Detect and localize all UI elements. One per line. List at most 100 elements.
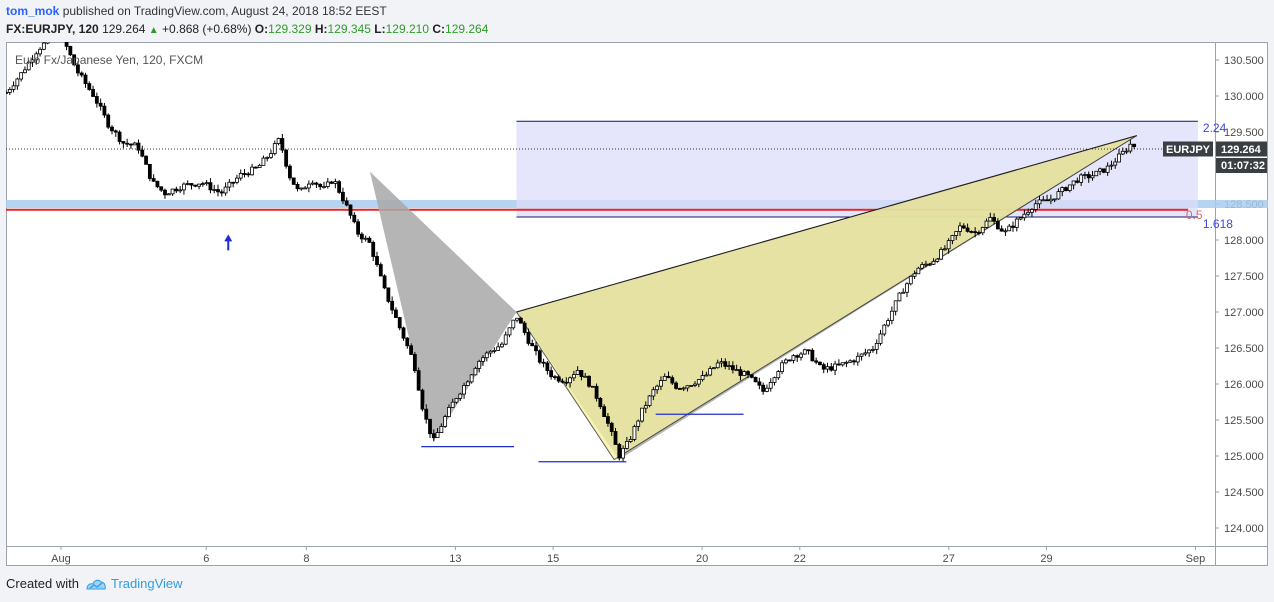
candle-body [378, 264, 383, 277]
created-with-text: Created with [6, 576, 79, 591]
candle-body [431, 433, 436, 439]
candle-body [821, 364, 826, 370]
candle-body [969, 231, 974, 233]
candle-body [696, 379, 701, 385]
candle-body [227, 181, 232, 188]
candle-body [189, 183, 194, 186]
candle-body [473, 367, 478, 376]
candle-body [291, 177, 296, 185]
candle-body [7, 89, 12, 93]
candle-body [624, 441, 629, 449]
candle-body [568, 377, 572, 384]
candle-body [522, 322, 527, 333]
candle-body [855, 355, 860, 363]
candle-body [144, 155, 148, 165]
countdown-tag [1216, 157, 1267, 173]
candle-body [1060, 187, 1065, 193]
candle-body [518, 317, 523, 324]
y-tick-label: 125.000 [1224, 451, 1264, 463]
candle-body [246, 173, 251, 176]
candle-body [515, 317, 519, 321]
candle-body [715, 362, 720, 369]
candle-body [795, 355, 800, 358]
candle-body [147, 163, 152, 179]
x-tick-label: 6 [203, 553, 209, 565]
chart-area[interactable]: 124.000 124.500 125.000 125.500 126.000 126.5… [4, 28, 1274, 566]
candle-body [954, 231, 959, 236]
candle-body [545, 362, 550, 371]
fib-label-top: 2.24 [1203, 121, 1227, 135]
candle-body [295, 183, 300, 190]
y-tick-label: 130.000 [1224, 91, 1264, 103]
candle-body [454, 398, 459, 403]
candle-body [541, 361, 546, 364]
candle-body [170, 188, 175, 195]
price-tag-text: 129.264 [1221, 144, 1262, 156]
candle-body [1026, 211, 1031, 215]
candle-body [1064, 187, 1068, 191]
ohlc-bar: FX:EURJPY, 120 129.264 ▲ +0.868 (+0.68%)… [6, 22, 488, 36]
candle-body [64, 35, 69, 47]
candle-body [450, 401, 455, 408]
candle-body [916, 267, 921, 275]
candle-body [106, 114, 111, 128]
candle-body [299, 187, 304, 190]
price-chart[interactable]: 124.000 124.500 125.000 125.500 126.000 126.5… [4, 28, 1274, 566]
candle-body [1083, 174, 1087, 176]
candles [4, 28, 1137, 462]
tradingview-link[interactable]: TradingView [85, 576, 183, 591]
candle-body [496, 346, 501, 351]
candle-body [121, 141, 126, 144]
pattern-triangle-gray [369, 171, 517, 442]
candle-body [344, 200, 349, 206]
candle-body [492, 349, 497, 352]
candle-body [583, 375, 588, 378]
candle-body [397, 317, 402, 329]
candle-body [1094, 170, 1099, 177]
candle-body [897, 292, 902, 302]
x-tick-label: 27 [943, 553, 955, 565]
candle-body [197, 183, 201, 187]
candle-body [68, 45, 73, 56]
candle-body [931, 260, 936, 265]
candle-body [674, 382, 678, 389]
candle-body [235, 177, 239, 183]
tradingview-brand: TradingView [110, 576, 183, 591]
candle-body [484, 352, 489, 359]
candle-body [651, 389, 656, 397]
candle-body [72, 54, 77, 66]
candle-body [742, 371, 747, 376]
candle-body [810, 349, 815, 362]
candle-body [306, 183, 311, 189]
candle-body [409, 345, 413, 355]
candle-body [1124, 150, 1129, 153]
candle-body [564, 381, 569, 384]
change-value: +0.868 (+0.68%) [162, 22, 252, 36]
candle-body [537, 350, 542, 363]
low-label: L: [374, 22, 386, 36]
candle-body [772, 377, 777, 383]
candle-body [950, 235, 955, 242]
candle-body [905, 283, 909, 293]
candle-body [113, 130, 118, 133]
candle-body [575, 370, 580, 375]
candle-body [878, 333, 883, 344]
candle-body [780, 362, 784, 372]
candle-body [371, 242, 376, 257]
candle-body [598, 397, 603, 408]
candle-body [920, 264, 925, 269]
candle-body [276, 138, 281, 144]
candle-body [1056, 191, 1061, 200]
candle-body [946, 240, 951, 250]
candle-body [670, 377, 675, 384]
candle-body [178, 189, 183, 192]
author-link[interactable]: tom_mok [6, 4, 60, 18]
candle-body [386, 287, 391, 302]
up-arrow-head-icon [224, 234, 233, 242]
candle-body [526, 332, 531, 344]
candle-body [1067, 184, 1072, 191]
candle-body [337, 181, 342, 193]
candle-body [704, 374, 709, 377]
candle-body [1090, 175, 1095, 179]
candle-body [79, 72, 84, 76]
